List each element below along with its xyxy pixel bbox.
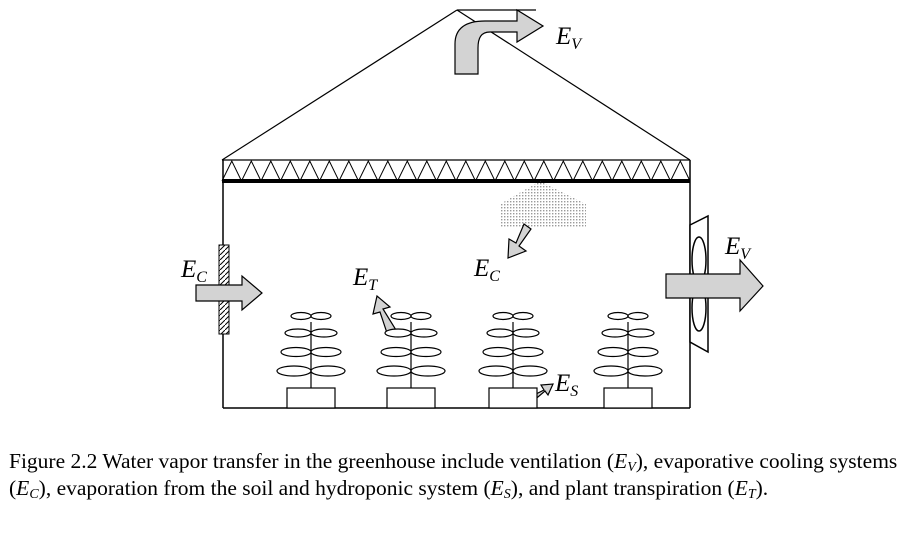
plant-leaf (410, 346, 442, 358)
plant-leaf (310, 311, 332, 321)
label-ev-right: EV (724, 233, 752, 263)
plant (376, 311, 446, 409)
transpiration-arrow (372, 294, 397, 334)
plant-leaf (627, 346, 659, 358)
plant-leaf (410, 311, 432, 321)
plant-leaf (284, 328, 312, 338)
plant-leaf (597, 346, 629, 358)
plant-pot (386, 387, 436, 409)
plant-leaf (593, 365, 629, 377)
plant-leaf (478, 365, 514, 377)
plant-leaf (410, 328, 438, 338)
label-et: ET (352, 264, 378, 294)
plant-leaf (627, 311, 649, 321)
plant-pot (603, 387, 653, 409)
plant-leaf (276, 365, 312, 377)
label-es: ES (554, 370, 578, 400)
plant-leaf (290, 311, 312, 321)
roof (221, 9, 691, 161)
plant-leaf (492, 311, 514, 321)
plant-leaf (607, 311, 629, 321)
ventilation-arrow-fan (665, 258, 764, 313)
label-ec-center: EC (473, 255, 500, 285)
plant-leaf (376, 365, 412, 377)
plant-leaf (280, 346, 312, 358)
plant-leaf (486, 328, 514, 338)
roof-truss (221, 159, 691, 183)
greenhouse-diagram: EV EV EC EC ET ES (180, 8, 764, 409)
plant-leaf (512, 365, 548, 377)
plant-leaf (512, 311, 534, 321)
plant-pot (488, 387, 538, 409)
plant-leaf (627, 365, 663, 377)
plant-leaf (310, 328, 338, 338)
plant-leaf (601, 328, 629, 338)
plant (593, 311, 663, 409)
plant-leaf (390, 311, 412, 321)
plant-leaf (384, 328, 412, 338)
cooling-pad-arrow (195, 274, 263, 312)
plant-leaf (310, 365, 346, 377)
plant-leaf (310, 346, 342, 358)
plant-leaf (512, 346, 544, 358)
plant-leaf (410, 365, 446, 377)
plant (276, 311, 346, 409)
plant-pot (286, 387, 336, 409)
figure-caption: Figure 2.2 Water vapor transfer in the g… (9, 449, 898, 502)
label-ev-top: EV (555, 23, 583, 53)
plants (276, 311, 663, 409)
plant (478, 311, 548, 409)
plant-leaf (482, 346, 514, 358)
plant-leaf (627, 328, 655, 338)
mist-evaporation-arrow (507, 223, 532, 259)
ventilation-arrow-roof (454, 8, 545, 75)
plant-leaf (380, 346, 412, 358)
label-ec-left: EC (180, 256, 207, 286)
fog-mist (500, 181, 586, 228)
plant-leaf (512, 328, 540, 338)
